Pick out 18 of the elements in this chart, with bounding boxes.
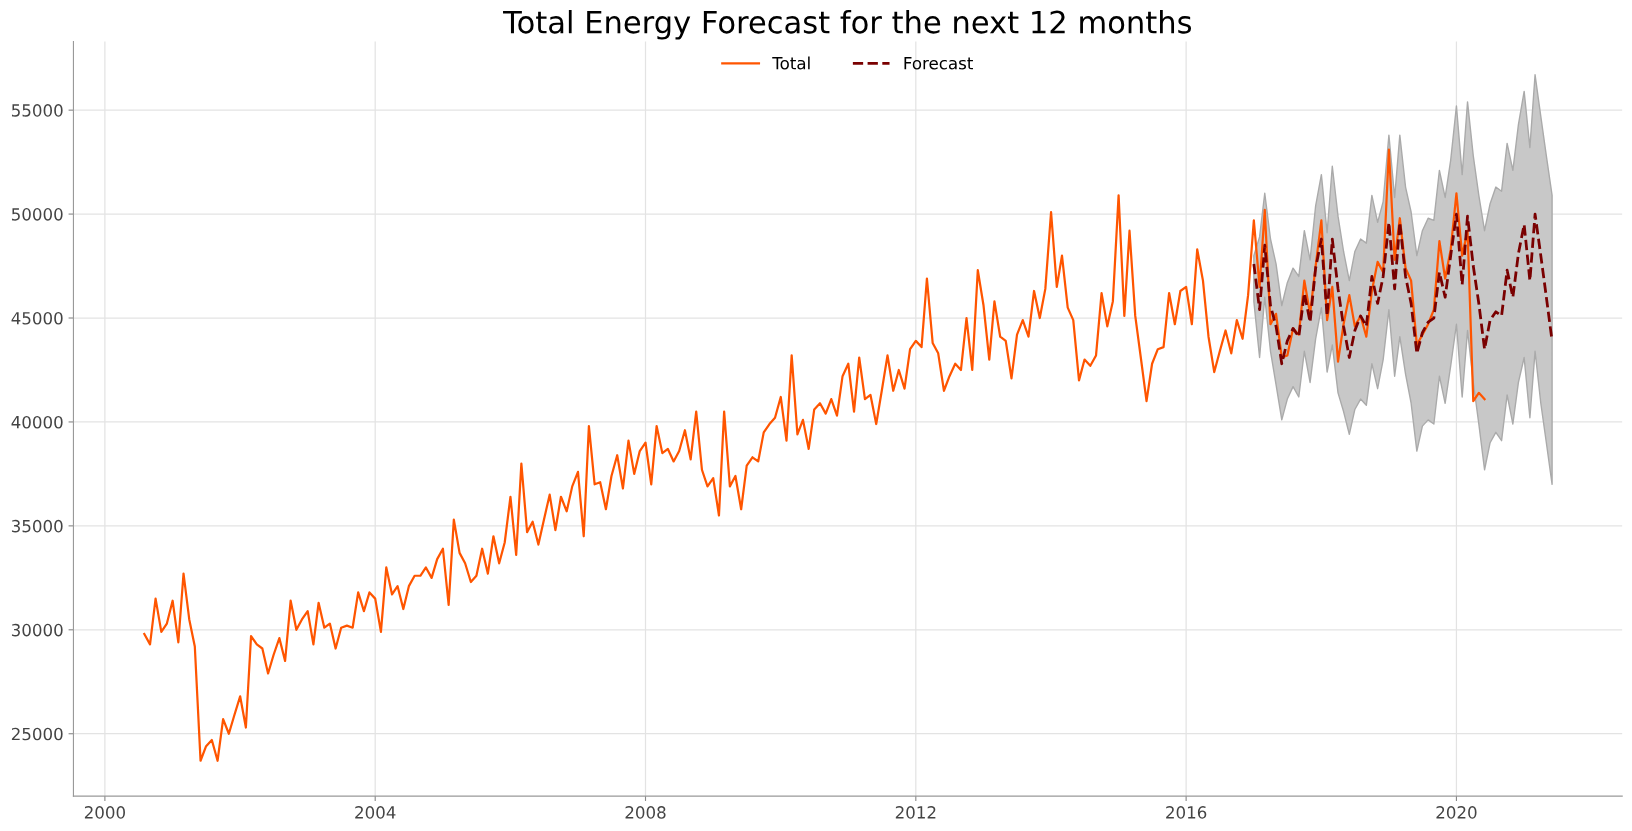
y-tick-label: 40000 [11, 415, 63, 429]
x-tick-label: 2008 [625, 806, 666, 819]
x-tick-label: 2020 [1436, 806, 1477, 819]
legend-label: Total [772, 56, 810, 70]
legend-label: Forecast [904, 57, 973, 70]
line-series [143, 148, 1486, 762]
line-series [1252, 212, 1554, 366]
y-tick-label: 50000 [11, 208, 63, 221]
chart-title: Total Energy Forecast for the next 12 months [503, 10, 1192, 40]
y-tick-label: 25000 [11, 727, 63, 741]
x-tick-label: 2000 [84, 806, 125, 819]
y-tick-label: 55000 [11, 104, 63, 117]
y-tick-label: 30000 [11, 623, 63, 637]
x-tick-label: 2004 [355, 806, 396, 819]
x-tick-label: 2016 [1166, 806, 1207, 819]
y-tick-label: 35000 [11, 519, 63, 533]
x-tick-label: 2012 [895, 806, 936, 819]
y-tick-label: 45000 [11, 311, 63, 325]
